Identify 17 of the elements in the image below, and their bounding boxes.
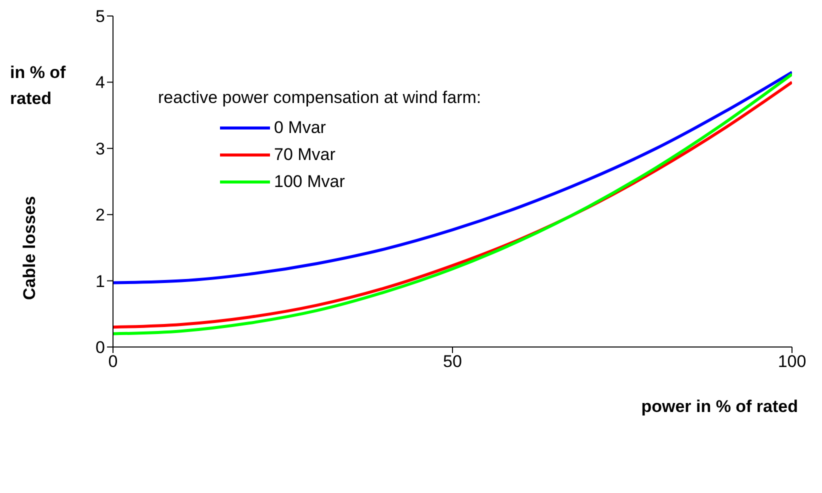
legend-label: 0 Mvar	[274, 118, 326, 138]
legend-title: reactive power compensation at wind farm:	[158, 88, 482, 108]
x-tick-label: 0	[108, 352, 118, 372]
legend-label: 100 Mvar	[274, 172, 345, 192]
legend-label: 70 Mvar	[274, 144, 336, 164]
y-tick-label: 5	[96, 7, 105, 26]
text: in % of rated	[10, 63, 66, 108]
y-axis-title: Cable losses	[20, 196, 40, 300]
line-series	[113, 70, 792, 284]
x-axis-title: power in % of rated	[641, 397, 798, 417]
y-tick-label: 0	[96, 338, 105, 358]
x-tick-label: 50	[443, 352, 462, 372]
y-tick-label: 3	[96, 139, 105, 158]
y-tick-label: 2	[96, 206, 105, 225]
x-tick-label: 100	[778, 352, 806, 372]
y-tick-label: 1	[96, 272, 105, 291]
y-tick-label: 4	[96, 73, 105, 92]
